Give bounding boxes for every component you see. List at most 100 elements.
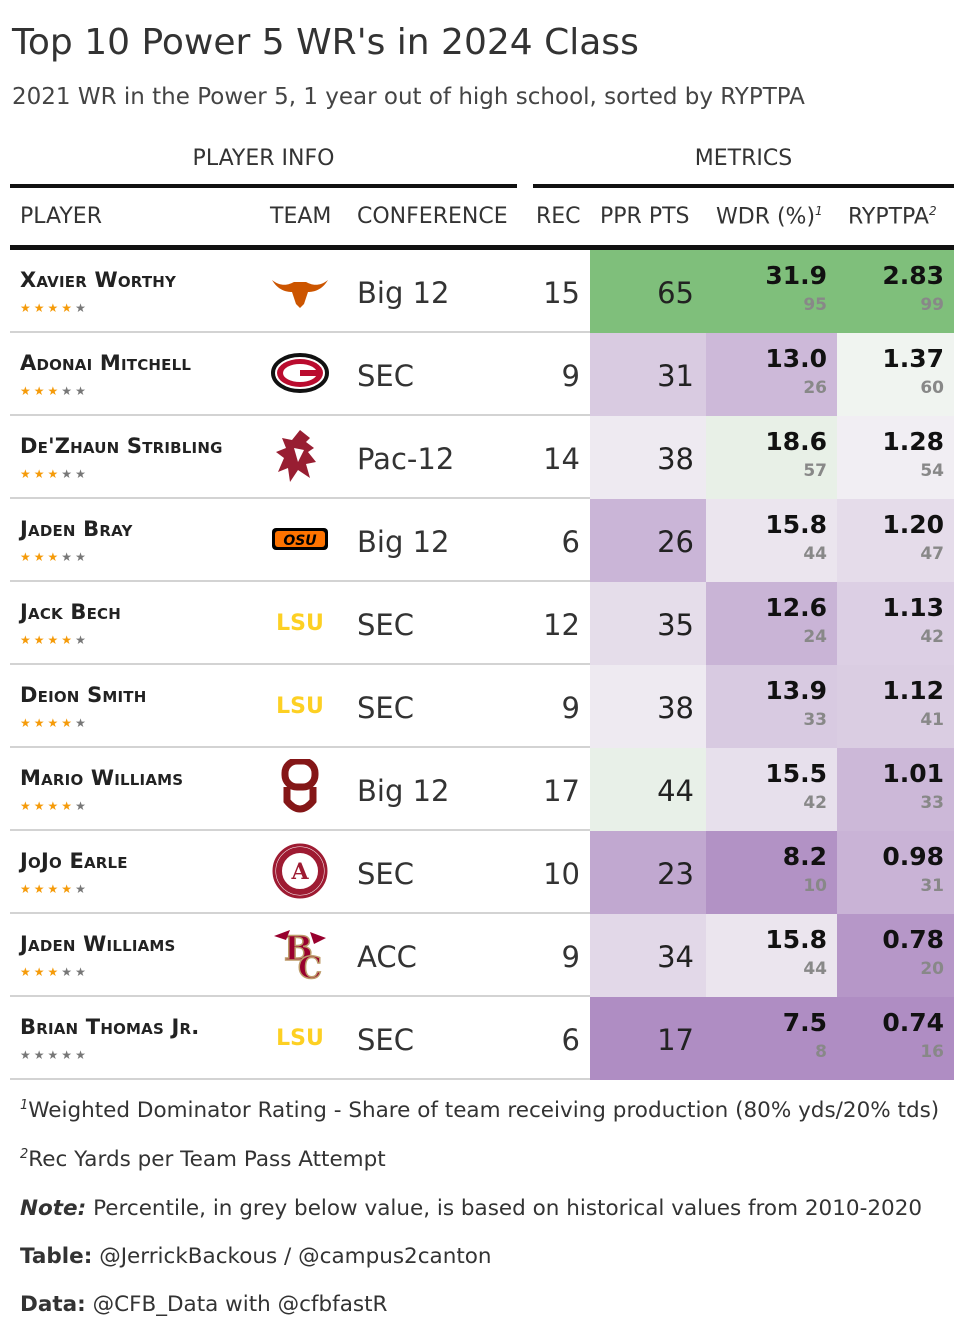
wdr-value: 8.2 <box>782 842 827 871</box>
player-name: De'Zhaun Stribling <box>20 434 223 458</box>
player-stars: ★★★★★ <box>20 1048 89 1062</box>
star-icon: ★ <box>61 467 76 481</box>
player-stars: ★★★★★ <box>20 716 89 730</box>
header-rule <box>10 245 954 250</box>
column-header-team: TEAM <box>270 204 332 229</box>
star-icon: ★ <box>47 799 62 813</box>
footnote-data-credit: Data: @CFB_Data with @cfbfastR <box>20 1292 387 1317</box>
footnote-table-credit: Table: @JerrickBackous / @campus2canton <box>20 1244 492 1269</box>
conference-cell: SEC <box>357 857 414 891</box>
rec-cell: 6 <box>561 525 580 559</box>
column-header-ryptpa: RYPTPA2 <box>848 204 937 229</box>
ryptpa-percentile: 99 <box>920 295 944 315</box>
ryptpa-percentile: 41 <box>920 710 944 730</box>
star-icon: ★ <box>20 301 34 315</box>
player-name: JoJo Earle <box>20 849 128 873</box>
star-icon: ★ <box>20 965 34 979</box>
conference-cell: SEC <box>357 691 414 725</box>
ryptpa-cell: 1.20 47 <box>837 499 954 582</box>
footnote-table-label: Table: <box>20 1244 93 1269</box>
ppr-value: 38 <box>657 442 694 476</box>
star-icon: ★ <box>20 1048 34 1062</box>
footnote-note: Note: Percentile, in grey below value, i… <box>20 1196 922 1221</box>
player-name: Jack Bech <box>20 600 121 624</box>
lsu-logo: LSU <box>268 1011 332 1063</box>
ryptpa-cell: 1.01 33 <box>837 748 954 831</box>
svg-text:OSU: OSU <box>283 533 317 549</box>
table-row: JoJo Earle ★★★★★ A SEC 10 23 8.2 10 0.98 31 <box>10 831 954 914</box>
ppr-value: 34 <box>657 940 694 974</box>
wdr-cell: 8.2 10 <box>706 831 837 914</box>
star-icon: ★ <box>20 799 34 813</box>
star-icon: ★ <box>33 965 48 979</box>
column-header-conference: CONFERENCE <box>357 204 508 229</box>
washington-state-cougar-logo <box>268 430 332 482</box>
wdr-percentile: 10 <box>803 876 827 896</box>
wdr-cell: 12.6 24 <box>706 582 837 665</box>
ppr-cell: 17 <box>590 997 706 1080</box>
ryptpa-value: 1.13 <box>882 593 944 622</box>
rec-cell: 17 <box>543 774 580 808</box>
conference-cell: ACC <box>357 940 417 974</box>
oklahoma-state-logo: OSU <box>268 513 332 565</box>
star-icon: ★ <box>47 965 62 979</box>
player-name: Xavier Worthy <box>20 268 177 292</box>
ryptpa-cell: 1.28 54 <box>837 416 954 499</box>
conference-cell: SEC <box>357 359 414 393</box>
star-icon: ★ <box>75 301 89 315</box>
ryptpa-cell: 1.12 41 <box>837 665 954 748</box>
wdr-percentile: 26 <box>803 378 827 398</box>
spanner-player-info: PLAYER INFO <box>192 146 335 171</box>
spanner-metrics: METRICS <box>694 146 793 171</box>
wdr-cell: 7.5 8 <box>706 997 837 1080</box>
column-header-ryptpa-label: RYPTPA <box>848 204 929 230</box>
star-icon: ★ <box>47 716 62 730</box>
star-icon: ★ <box>33 301 48 315</box>
wdr-percentile: 8 <box>815 1042 827 1062</box>
rec-cell: 9 <box>561 691 580 725</box>
star-icon: ★ <box>47 1048 62 1062</box>
wdr-percentile: 95 <box>803 295 827 315</box>
wdr-value: 7.5 <box>782 1008 827 1037</box>
svg-text:A: A <box>290 859 309 885</box>
ppr-value: 35 <box>657 608 694 642</box>
ppr-value: 38 <box>657 691 694 725</box>
footnote-ryptpa-text: Rec Yards per Team Pass Attempt <box>28 1147 386 1173</box>
footnote-data-label: Data: <box>20 1292 86 1317</box>
svg-text:B: B <box>284 929 313 969</box>
star-icon: ★ <box>20 633 34 647</box>
player-name: Jaden Williams <box>20 932 176 956</box>
ppr-cell: 26 <box>590 499 706 582</box>
ryptpa-cell: 1.13 42 <box>837 582 954 665</box>
ryptpa-percentile: 47 <box>920 544 944 564</box>
wdr-value: 31.9 <box>765 261 827 290</box>
wdr-value: 13.0 <box>765 344 827 373</box>
star-icon: ★ <box>20 716 34 730</box>
conference-cell: Pac-12 <box>357 442 455 476</box>
ppr-cell: 44 <box>590 748 706 831</box>
player-stars: ★★★★★ <box>20 965 89 979</box>
ppr-value: 26 <box>657 525 694 559</box>
ryptpa-value: 1.12 <box>882 676 944 705</box>
ppr-value: 65 <box>657 276 694 310</box>
player-name: Brian Thomas Jr. <box>20 1015 200 1039</box>
wdr-cell: 18.6 57 <box>706 416 837 499</box>
wdr-percentile: 33 <box>803 710 827 730</box>
player-stars: ★★★★★ <box>20 633 89 647</box>
ppr-cell: 34 <box>590 914 706 997</box>
ryptpa-value: 1.01 <box>882 759 944 788</box>
player-name: Mario Williams <box>20 766 184 790</box>
star-icon: ★ <box>61 965 76 979</box>
texas-longhorn-logo <box>268 264 332 316</box>
star-icon: ★ <box>20 882 34 896</box>
oklahoma-ou-logo <box>268 759 332 814</box>
star-icon: ★ <box>47 384 62 398</box>
ryptpa-percentile: 33 <box>920 793 944 813</box>
ryptpa-value: 0.98 <box>882 842 944 871</box>
wdr-value: 15.5 <box>765 759 827 788</box>
star-icon: ★ <box>33 384 48 398</box>
column-header-player: PLAYER <box>20 204 102 229</box>
player-stars: ★★★★★ <box>20 882 89 896</box>
player-stars: ★★★★★ <box>20 384 89 398</box>
column-header-wdr-sup: 1 <box>815 204 823 218</box>
